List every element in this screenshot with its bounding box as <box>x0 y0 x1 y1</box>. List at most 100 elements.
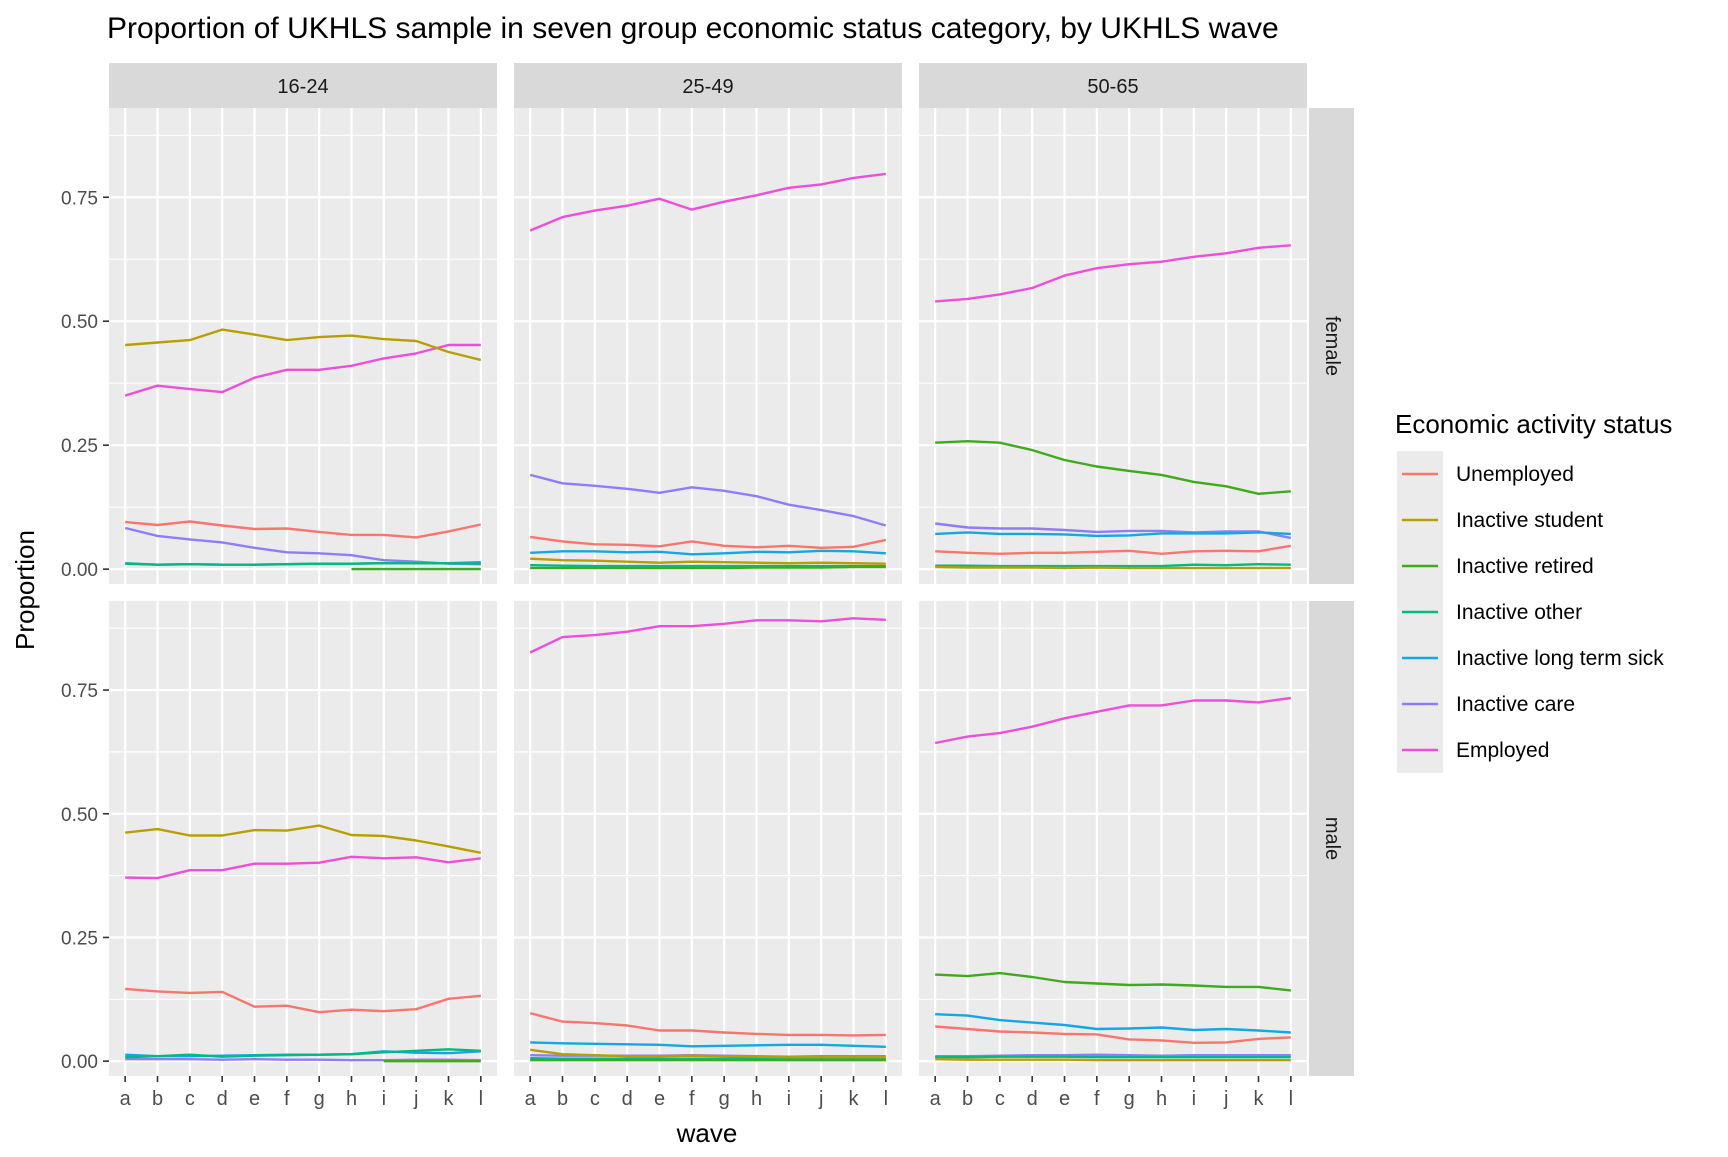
legend: Economic activity status Unemployed Inact… <box>1395 409 1672 773</box>
series-line-employed <box>125 855 481 880</box>
series-line-unemployed <box>935 544 1292 555</box>
series-line-employed <box>935 244 1291 303</box>
series-line-unemployed <box>530 535 887 549</box>
facet-strip-16-24 <box>109 63 497 108</box>
series-line-employed <box>529 617 886 654</box>
facet-strip-male <box>1309 601 1354 1076</box>
facet-strip-50-65 <box>919 63 1307 108</box>
x-tick-label: l <box>884 1088 888 1110</box>
x-tick-label: i <box>382 1088 386 1110</box>
panel-female-50-65 <box>919 108 1307 584</box>
x-tick-label: g <box>314 1088 325 1110</box>
facet-strip-25-49 <box>514 63 902 108</box>
x-tick-label: h <box>751 1088 762 1110</box>
series-line-inactive-student <box>125 824 482 854</box>
facet-strip-label-female: female <box>1321 316 1343 376</box>
x-tick-label: c <box>185 1088 195 1110</box>
series-line-employed <box>529 172 886 232</box>
x-tick-label: b <box>962 1088 973 1110</box>
series-line-unemployed <box>125 987 481 1014</box>
legend-label: Inactive care <box>1456 693 1575 716</box>
facet-strip-female <box>1309 108 1354 584</box>
series-line-inactive-retired <box>530 565 886 570</box>
x-tick-label: l <box>479 1088 483 1110</box>
facet-strip-label-25-49: 25-49 <box>682 76 733 98</box>
x-tick-label: d <box>622 1088 633 1110</box>
panel-female-16-24: 0.00 0.25 0.50 0.75 <box>61 108 497 584</box>
panel-background <box>109 108 497 584</box>
legend-entries: Unemployed Inactive student Inactive retir… <box>1397 451 1664 773</box>
panel-background <box>109 601 497 1076</box>
legend-label: Inactive retired <box>1456 555 1594 578</box>
x-tick-label: c <box>995 1088 1005 1110</box>
x-tick-label: l <box>1289 1088 1293 1110</box>
series-line-inactive-other <box>530 564 886 568</box>
facet-strip-label-16-24: 16-24 <box>277 76 328 98</box>
legend-item-employed: Employed <box>1397 727 1549 773</box>
x-tick-label: k <box>849 1088 860 1110</box>
series-line-inactive-care <box>125 1058 481 1062</box>
series-line-inactive-student <box>530 557 886 565</box>
series-line-inactive-care <box>935 522 1292 540</box>
y-tick-label: 0.25 <box>61 436 98 457</box>
series-line-inactive-student <box>530 1048 886 1059</box>
x-tick-label: e <box>654 1088 665 1110</box>
series-line-unemployed <box>125 520 482 539</box>
legend-item-inactive-retired: Inactive retired <box>1397 543 1594 589</box>
y-tick-label: 0.25 <box>61 928 98 949</box>
series-line-inactive-care <box>529 473 887 527</box>
facet-strip-label-male: male <box>1321 817 1343 860</box>
panel-background <box>514 108 902 584</box>
x-tick-label: b <box>152 1088 163 1110</box>
legend-label: Employed <box>1456 739 1549 762</box>
legend-item-inactive-long-term-sick: Inactive long term sick <box>1397 635 1664 681</box>
x-tick-label: f <box>689 1088 695 1110</box>
y-tick-label: 0.75 <box>61 188 98 209</box>
x-tick-label: h <box>346 1088 357 1110</box>
series-line-inactive-student <box>935 565 1291 570</box>
x-tick-label: i <box>787 1088 791 1110</box>
series-line-inactive-long-term-sick <box>935 531 1291 538</box>
legend-item-inactive-other: Inactive other <box>1397 589 1582 635</box>
x-tick-label: j <box>413 1088 418 1110</box>
x-tick-label: a <box>120 1088 132 1110</box>
x-tick-label: e <box>249 1088 260 1110</box>
series-line-unemployed <box>935 1025 1291 1044</box>
facet-strip-label-50-65: 50-65 <box>1087 76 1138 98</box>
y-tick-label: 0.50 <box>61 805 98 826</box>
x-tick-label: f <box>284 1088 290 1110</box>
y-tick-label: 0.00 <box>61 560 98 581</box>
series-line-inactive-other <box>935 563 1291 568</box>
chart-title: Proportion of UKHLS sample in seven grou… <box>107 12 1279 45</box>
panel-background <box>919 108 1307 584</box>
series-line-inactive-long-term-sick <box>530 1041 886 1048</box>
series-line-employed <box>124 343 481 397</box>
x-tick-label: k <box>1254 1088 1265 1110</box>
panels-layer: 16-24 25-49 50-65 female male 0.00 0.25 0.50 0.7… <box>61 63 1354 1110</box>
x-tick-label: h <box>1156 1088 1167 1110</box>
legend-title: Economic activity status <box>1395 409 1672 439</box>
x-tick-label: b <box>557 1088 568 1110</box>
series-line-inactive-student <box>125 328 482 362</box>
x-tick-label: a <box>930 1088 942 1110</box>
series-line-inactive-student <box>935 1058 1291 1062</box>
x-axis-label: wave <box>676 1118 738 1148</box>
series-line-inactive-long-term-sick <box>935 1013 1291 1034</box>
x-tick-label: d <box>1027 1088 1038 1110</box>
x-tick-label: e <box>1059 1088 1070 1110</box>
series-line-unemployed <box>529 1012 886 1037</box>
x-tick-label: i <box>1192 1088 1196 1110</box>
x-tick-label: j <box>818 1088 823 1110</box>
x-tick-label: d <box>217 1088 228 1110</box>
legend-label: Inactive student <box>1456 509 1603 532</box>
panel-background <box>514 601 902 1076</box>
legend-label: Inactive other <box>1456 601 1582 624</box>
series-line-inactive-retired <box>935 440 1291 495</box>
x-tick-label: j <box>1223 1088 1228 1110</box>
x-tick-label: c <box>590 1088 600 1110</box>
legend-item-inactive-care: Inactive care <box>1397 681 1575 727</box>
legend-label: Inactive long term sick <box>1456 647 1664 670</box>
